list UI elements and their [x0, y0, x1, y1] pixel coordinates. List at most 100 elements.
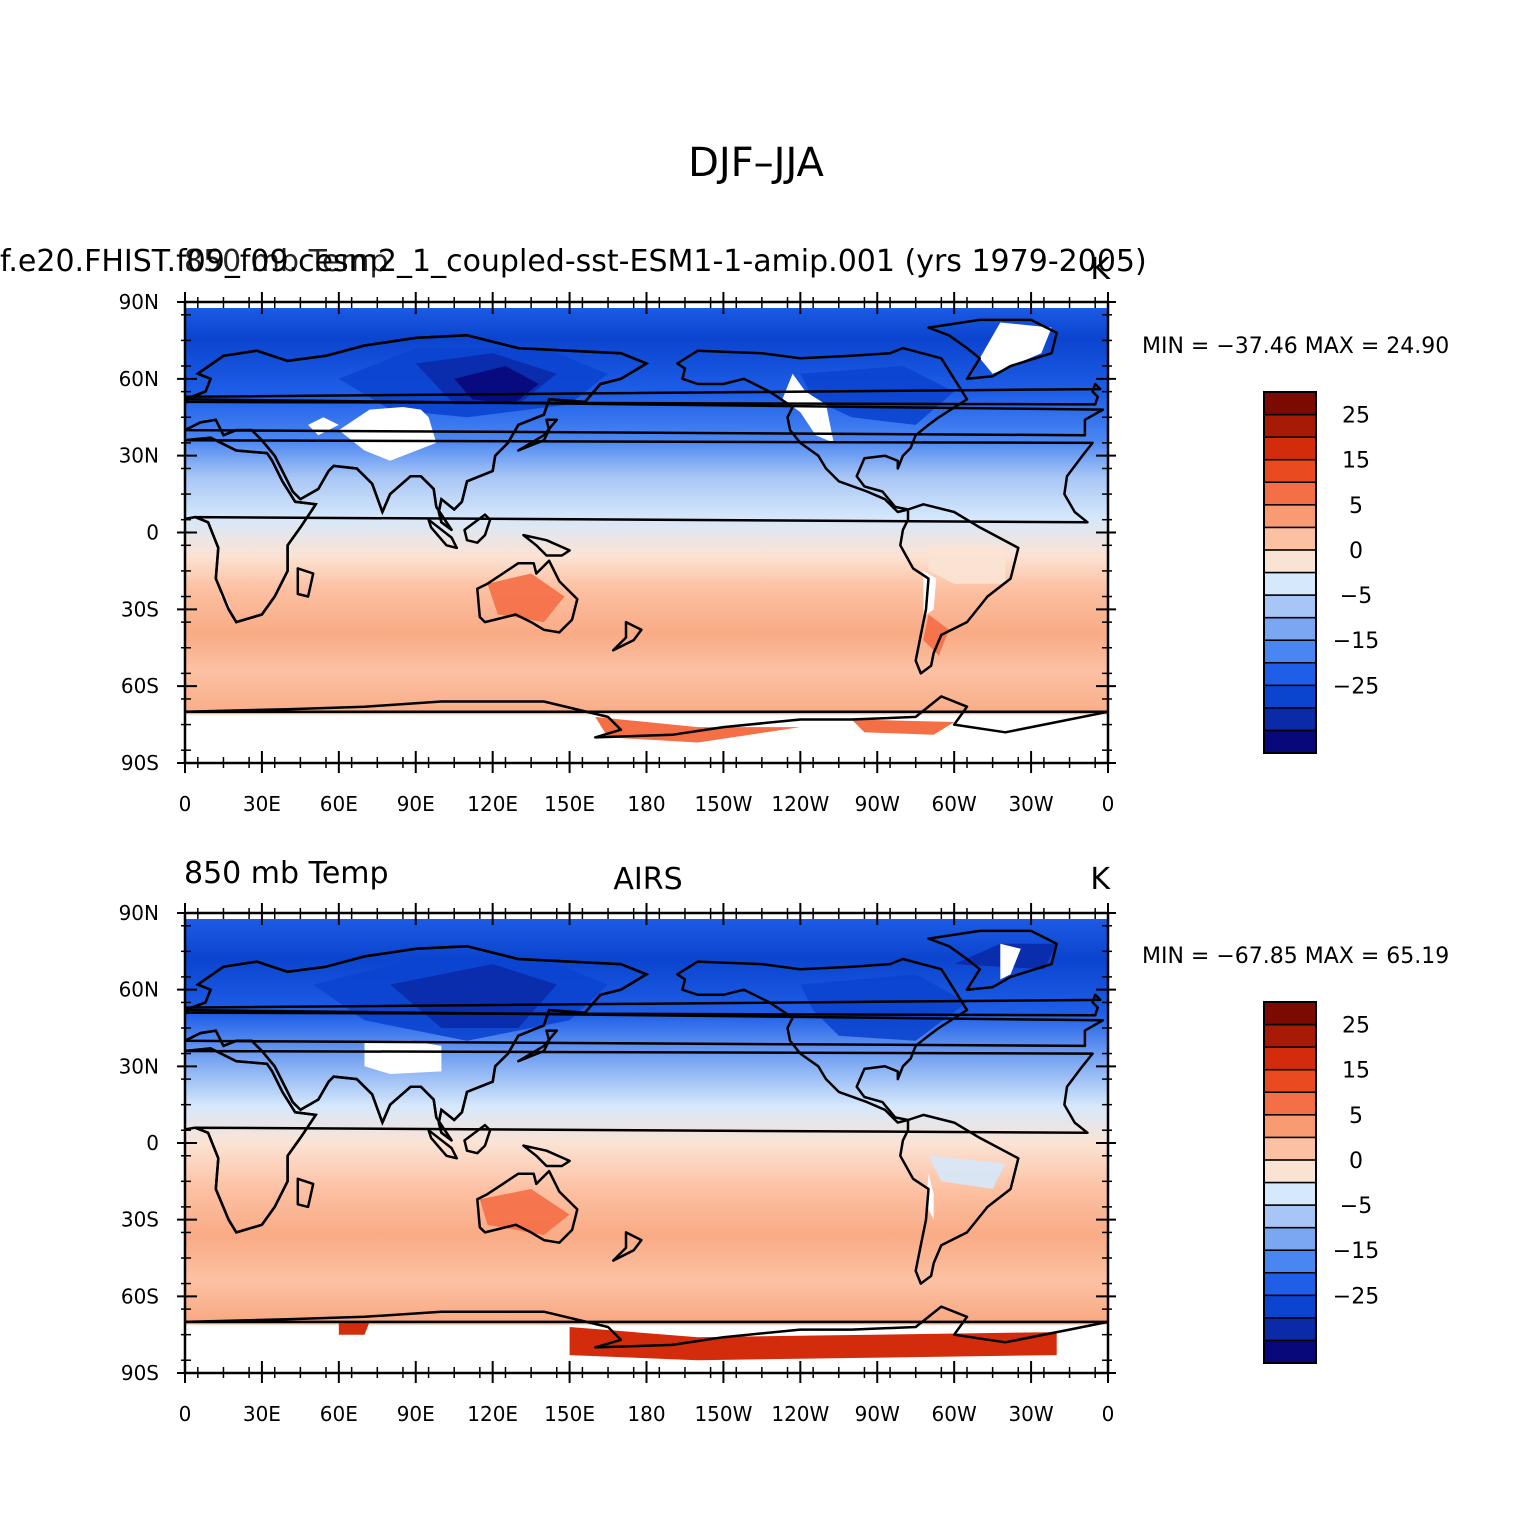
y-tick-label: 60S: [121, 1284, 159, 1308]
panel1-units: K: [1090, 252, 1110, 287]
panel2-map: 90N 60N 30N 0 30S 60S 90S 0 30E 60E 90E 120E 150E 180…: [0, 901, 1138, 1426]
y-tick-label: 0: [146, 521, 159, 545]
y-tick-label: 0: [146, 1131, 159, 1155]
panel2-units: K: [1090, 862, 1110, 897]
missing-data-region: [926, 1173, 934, 1220]
colorbar-box: [1263, 1046, 1317, 1071]
colorbar-box: [1263, 1001, 1317, 1026]
contour-region: [487, 573, 565, 623]
contour-region: [928, 545, 1006, 584]
colorbar-box: [1263, 1339, 1317, 1364]
x-tick-label: 90E: [397, 792, 435, 816]
y-tick-label: 60N: [119, 367, 159, 391]
colorbar-label: 5: [1349, 494, 1363, 519]
x-tick-label: 0: [1102, 1402, 1115, 1426]
coastline-newguinea: [522, 533, 571, 557]
colorbar-box: [1263, 1114, 1317, 1139]
coastline-eurasia-wrap: [160, 944, 650, 1142]
colorbar-label: 25: [1342, 1014, 1370, 1039]
colorbar-box: [1263, 549, 1317, 574]
colorbar-box: [1263, 662, 1317, 687]
x-tick-label: 120W: [771, 1402, 829, 1426]
coastline-newguinea: [522, 1144, 571, 1168]
panel1-min-max: MIN = −37.46 MAX = 24.90: [1142, 334, 1450, 359]
panel2-center-title: AIRS: [613, 862, 683, 897]
x-tick-label: 30W: [1008, 1402, 1053, 1426]
y-tick-label: 30N: [119, 444, 159, 468]
missing-data-region: [338, 407, 437, 461]
colorbar-box: [1263, 481, 1317, 506]
x-tick-label: 90W: [855, 792, 900, 816]
x-tick-label: 30E: [243, 1402, 281, 1426]
x-tick-label: 180: [627, 792, 665, 816]
x-tick-label: 150W: [694, 1402, 752, 1426]
coastline-africa-wrap: [140, 1047, 318, 1234]
temperature-field: [185, 302, 1108, 763]
colorbar-box: [1263, 1136, 1317, 1161]
coastline-sumatra: [427, 1128, 459, 1160]
colorbar-box: [1263, 1181, 1317, 1206]
coastline-eurasia-wrap: [160, 334, 650, 531]
contour-region: [800, 366, 955, 425]
colorbar-box: [1263, 436, 1317, 461]
missing-data-region: [1000, 943, 1021, 980]
y-tick-label: 90S: [121, 1361, 159, 1385]
panel2-left-title: 850 mb Temp: [184, 856, 389, 891]
colorbar-label: 15: [1342, 449, 1370, 474]
figure-title: DJF–JJA: [688, 140, 824, 186]
contour-region: [338, 1321, 370, 1335]
temperature-field: [185, 913, 1108, 1373]
missing-data-region: [979, 322, 1052, 374]
x-tick-label: 0: [1102, 792, 1115, 816]
coastline-sumatra: [427, 518, 459, 550]
x-tick-label: 120W: [771, 792, 829, 816]
colorbar-label: 25: [1342, 404, 1370, 429]
colorbar-box: [1263, 391, 1317, 416]
colorbar-box: [1263, 1294, 1317, 1319]
colorbar-box: [1263, 1317, 1317, 1342]
coastline-australia: [476, 1169, 579, 1244]
y-tick-label: 90N: [119, 901, 159, 925]
contour-region: [923, 614, 949, 656]
panel1-colorbar: 25 15 5 0 −5 −15 −25: [1263, 391, 1379, 754]
coastline-madagascar: [296, 567, 315, 598]
contour-region: [851, 719, 955, 735]
x-tick-label: 60E: [320, 1402, 358, 1426]
y-tick-label: 90N: [119, 290, 159, 314]
panel2-min-max: MIN = −67.85 MAX = 65.19: [1142, 944, 1450, 969]
x-tick-label: 60E: [320, 792, 358, 816]
coastline-namerica: [676, 346, 969, 514]
coastline-antarctica: [183, 695, 1110, 739]
coastline-namerica: [676, 957, 969, 1124]
colorbar-label: −15: [1333, 1239, 1379, 1264]
coastline-newzealand: [611, 1231, 643, 1262]
colorbar-box: [1263, 616, 1317, 641]
coastline-borneo: [463, 513, 492, 544]
y-tick-label: 60S: [121, 674, 159, 698]
coastline-greenland: [927, 318, 1058, 381]
x-tick-label: 0: [179, 792, 192, 816]
missing-data-region: [364, 1040, 442, 1074]
panel1-variable-title: 850 mb Temp: [184, 244, 389, 279]
contour-region: [479, 1189, 570, 1235]
coastline-africa-wrap: [140, 436, 318, 624]
panel2-colorbar: 25 15 5 0 −5 −15 −25: [1263, 1001, 1379, 1364]
x-tick-label: 120E: [467, 792, 518, 816]
colorbar-label: −15: [1333, 629, 1379, 654]
colorbar-box: [1263, 1023, 1317, 1048]
colorbar-box: [1263, 1068, 1317, 1093]
colorbar-box: [1263, 1249, 1317, 1274]
x-tick-label: 0: [179, 1402, 192, 1426]
colorbar-box: [1263, 729, 1317, 754]
colorbar-box: [1263, 526, 1317, 551]
coastline-greenland: [927, 929, 1058, 991]
contour-region: [800, 974, 967, 1041]
panel1-map: 90N 60N 30N 0 30S 60S 90S 0 30E 60E 90E 120E 150E 180…: [0, 290, 1138, 816]
x-tick-label: 90W: [855, 1402, 900, 1426]
colorbar-box: [1263, 1204, 1317, 1229]
x-tick-label: 150E: [544, 792, 595, 816]
y-tick-label: 30S: [121, 1208, 159, 1232]
coastline-borneo: [463, 1123, 492, 1155]
coastline-japan: [517, 418, 559, 452]
colorbar-box: [1263, 707, 1317, 732]
